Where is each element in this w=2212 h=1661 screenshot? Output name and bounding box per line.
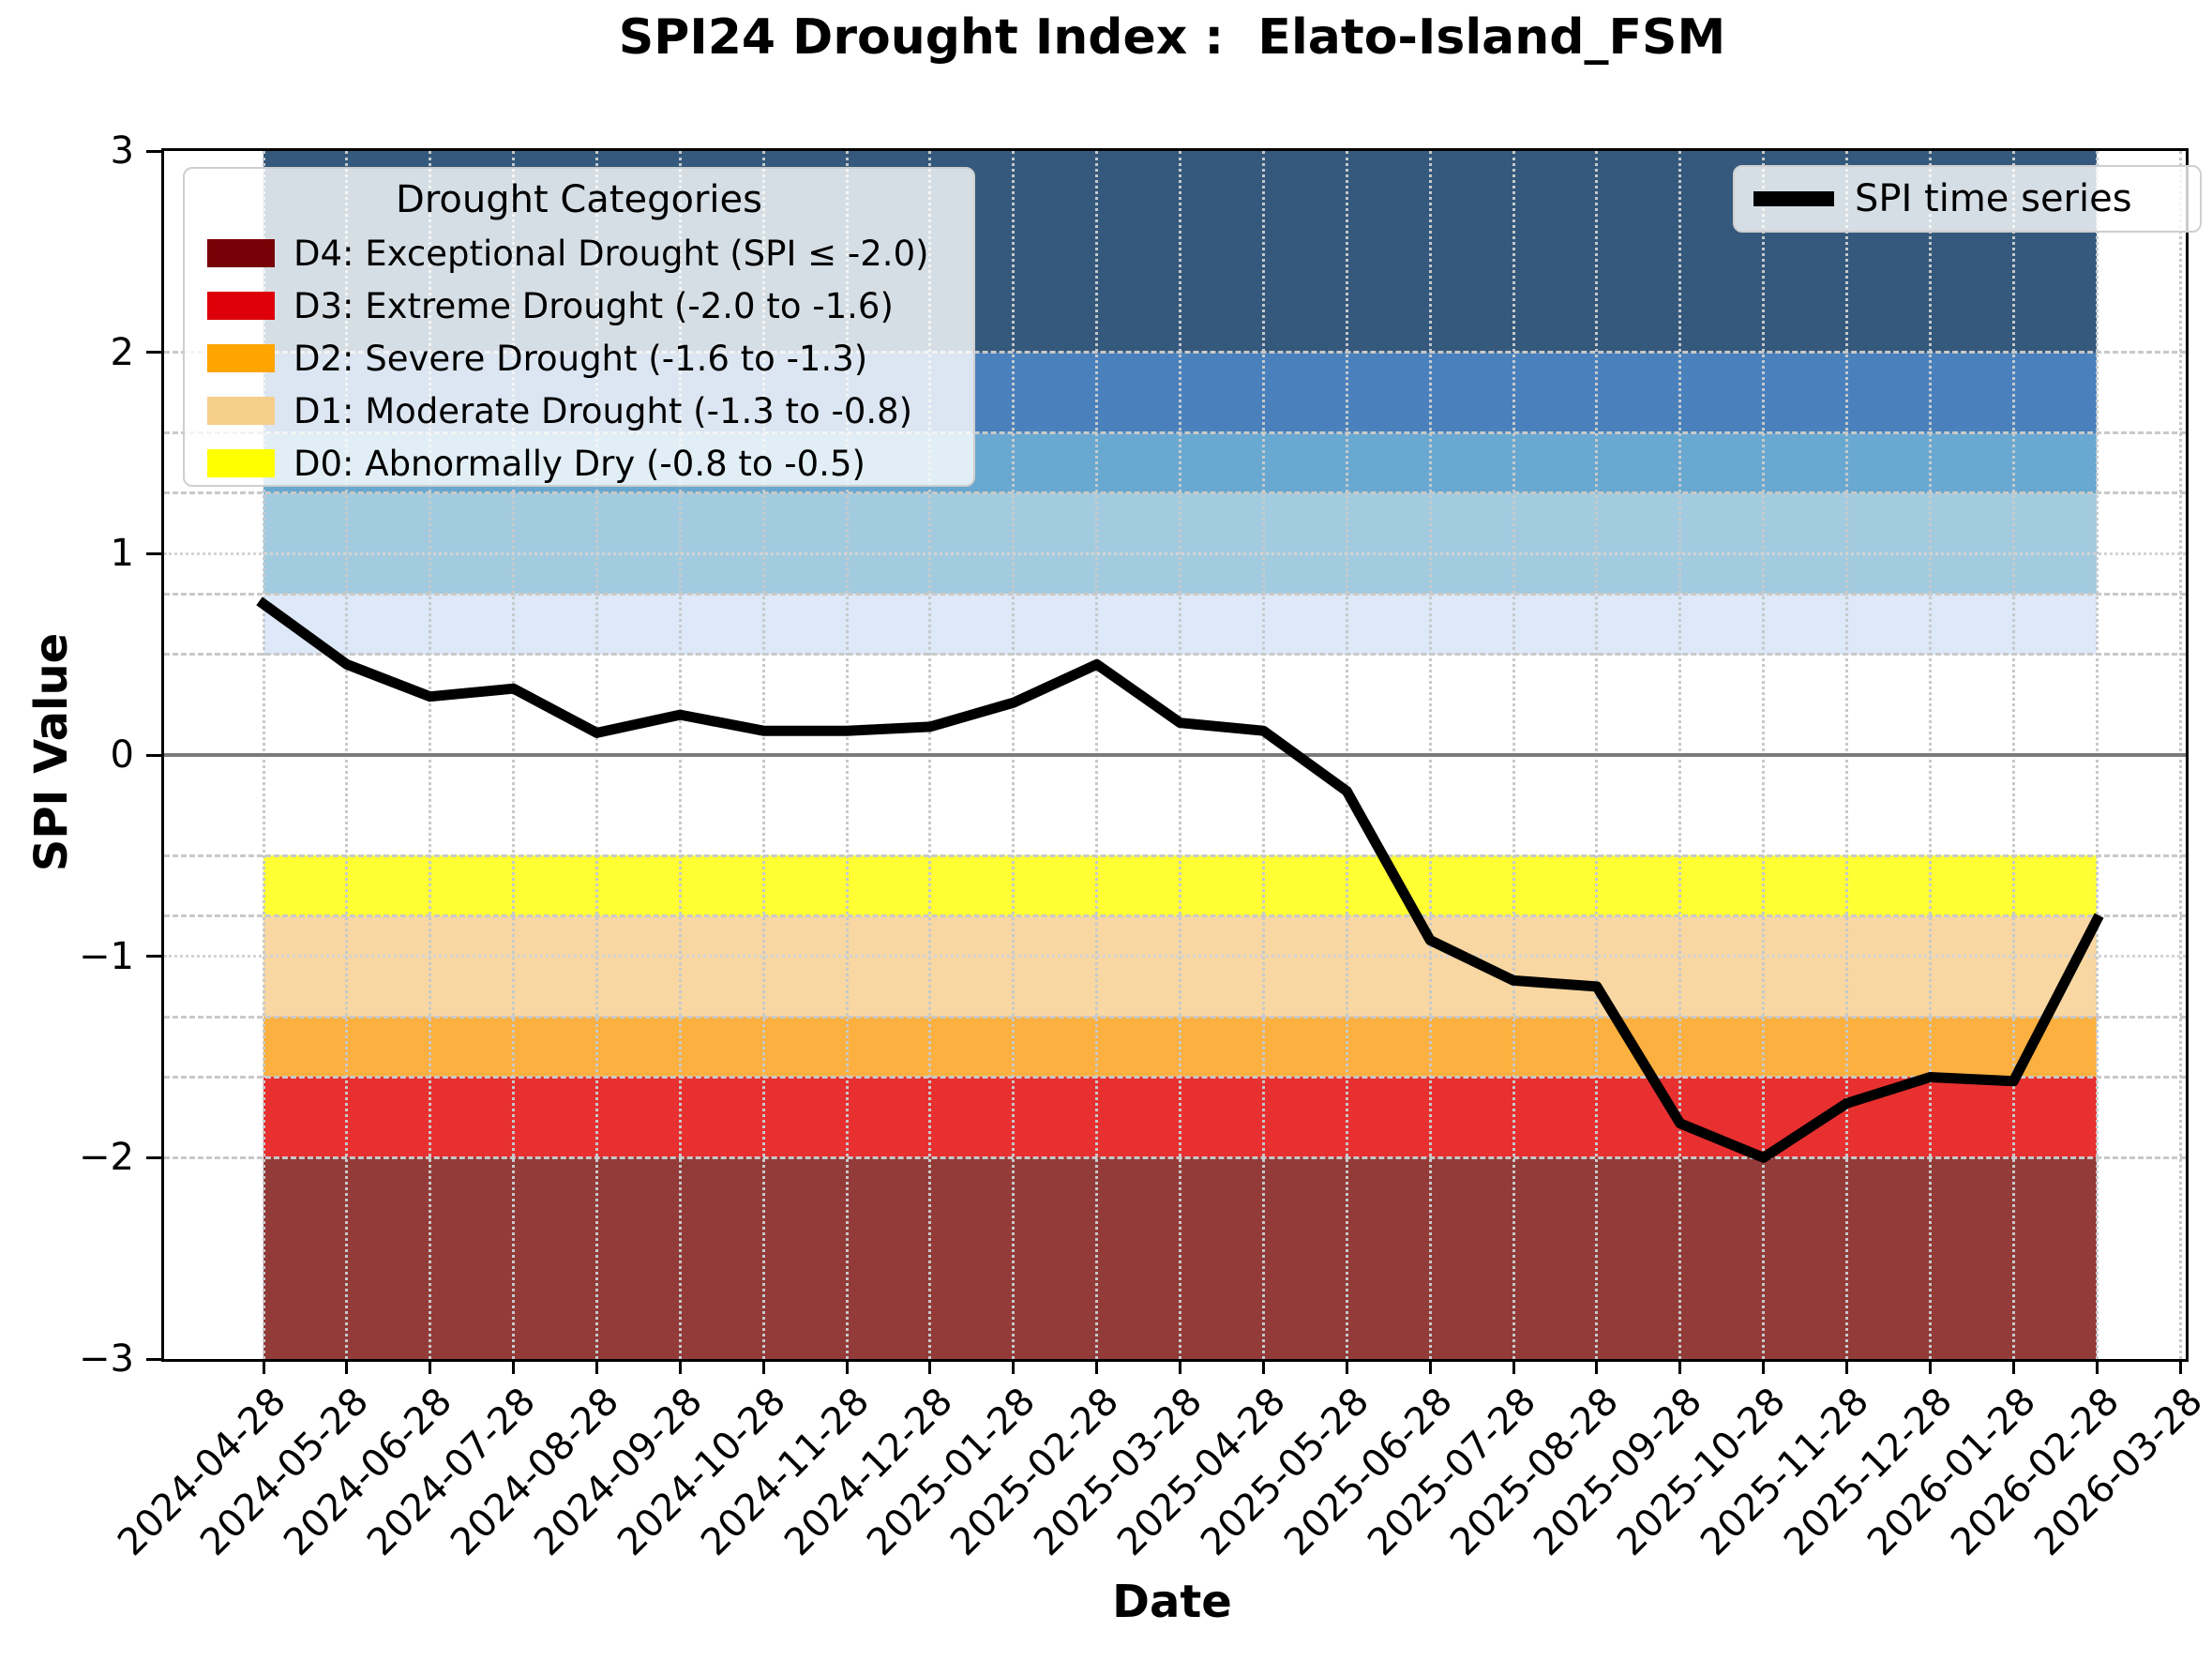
horizontal-gridline: [164, 351, 2186, 355]
horizontal-gridline: [164, 551, 2186, 555]
x-tick-mark: [761, 1359, 765, 1374]
legend-title: Drought Categories: [396, 178, 762, 221]
x-tick-mark: [1512, 1359, 1515, 1374]
series-legend-label: SPI time series: [1855, 177, 2132, 220]
legend-spi-series: SPI time series: [1733, 165, 2202, 233]
x-tick-mark: [1762, 1359, 1766, 1374]
y-tick-mark: [146, 351, 161, 355]
x-tick-mark: [345, 1359, 349, 1374]
y-tick-label: −2: [79, 1136, 134, 1180]
x-tick-mark: [1095, 1359, 1099, 1374]
legend-item-label: D2: Severe Drought (-1.6 to -1.3): [293, 338, 868, 379]
category-color-swatch: [207, 292, 275, 320]
horizontal-gridline: [164, 1075, 2186, 1079]
spi-time-series-line: [256, 596, 2104, 1163]
y-tick-mark: [146, 1155, 161, 1159]
y-tick-mark: [146, 149, 161, 153]
horizontal-gridline: [164, 955, 2186, 959]
x-tick-mark: [678, 1359, 682, 1374]
chart-title: SPI24 Drought Index : Elato-Island_FSM: [618, 9, 1726, 66]
horizontal-gridline: [164, 1015, 2186, 1019]
x-tick-mark: [1261, 1359, 1265, 1374]
y-tick-label: 3: [110, 129, 134, 173]
y-tick-mark: [146, 753, 161, 757]
horizontal-gridline: [164, 914, 2186, 918]
x-tick-mark: [1428, 1359, 1432, 1374]
y-tick-label: 2: [110, 330, 134, 374]
y-tick-label: 1: [110, 532, 134, 576]
x-tick-mark: [594, 1359, 598, 1374]
spi-line-svg: [256, 596, 2104, 1163]
y-tick-label: 0: [110, 733, 134, 777]
horizontal-gridline: [164, 431, 2186, 435]
legend-item-label: D4: Exceptional Drought (SPI ≤ -2.0): [293, 233, 929, 274]
y-tick-label: −3: [79, 1337, 134, 1381]
category-color-swatch: [207, 449, 275, 477]
x-tick-mark: [1345, 1359, 1348, 1374]
x-tick-mark: [429, 1359, 432, 1374]
x-tick-mark: [1678, 1359, 1682, 1374]
legend-item: D0: Abnormally Dry (-0.8 to -0.5): [185, 437, 973, 490]
legend-items: D4: Exceptional Drought (SPI ≤ -2.0) D3: …: [185, 227, 973, 490]
legend-item: D1: Moderate Drought (-1.3 to -0.8): [185, 385, 973, 437]
x-tick-mark: [1012, 1359, 1016, 1374]
y-tick-mark: [146, 551, 161, 555]
x-tick-mark: [2011, 1359, 2015, 1374]
series-line-swatch: [1753, 191, 1834, 206]
x-tick-mark: [2178, 1359, 2182, 1374]
y-tick-label: −1: [79, 934, 134, 978]
x-tick-mark: [2095, 1359, 2099, 1374]
legend-item: D2: Severe Drought (-1.6 to -1.3): [185, 332, 973, 385]
x-tick-mark: [1928, 1359, 1932, 1374]
horizontal-gridline: [164, 491, 2186, 495]
y-axis-label: SPI Value: [25, 632, 78, 872]
x-tick-mark: [845, 1359, 849, 1374]
zero-line: [164, 753, 2186, 757]
legend-item-label: D1: Moderate Drought (-1.3 to -0.8): [293, 390, 913, 431]
category-color-swatch: [207, 239, 275, 267]
x-tick-mark: [262, 1359, 265, 1374]
legend-item-label: D0: Abnormally Dry (-0.8 to -0.5): [293, 443, 865, 484]
horizontal-gridline: [164, 592, 2186, 596]
y-tick-mark: [146, 1357, 161, 1361]
x-tick-mark: [512, 1359, 516, 1374]
x-tick-mark: [1179, 1359, 1182, 1374]
x-tick-mark: [1845, 1359, 1849, 1374]
x-axis-label: Date: [1112, 1576, 1232, 1628]
legend-item: D4: Exceptional Drought (SPI ≤ -2.0): [185, 227, 973, 279]
horizontal-gridline: [164, 653, 2186, 657]
category-color-swatch: [207, 397, 275, 425]
x-tick-mark: [1595, 1359, 1599, 1374]
legend-item-label: D3: Extreme Drought (-2.0 to -1.6): [293, 285, 894, 326]
x-tick-mark: [928, 1359, 932, 1374]
legend-drought-categories: Drought Categories D4: Exceptional Droug…: [183, 167, 975, 487]
legend-item: D3: Extreme Drought (-2.0 to -1.6): [185, 279, 973, 332]
y-tick-mark: [146, 955, 161, 959]
category-color-swatch: [207, 344, 275, 372]
horizontal-gridline: [164, 1155, 2186, 1159]
horizontal-gridline: [164, 853, 2186, 857]
